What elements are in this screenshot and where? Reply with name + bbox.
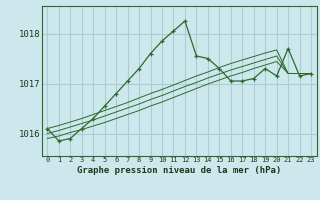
- X-axis label: Graphe pression niveau de la mer (hPa): Graphe pression niveau de la mer (hPa): [77, 166, 281, 175]
